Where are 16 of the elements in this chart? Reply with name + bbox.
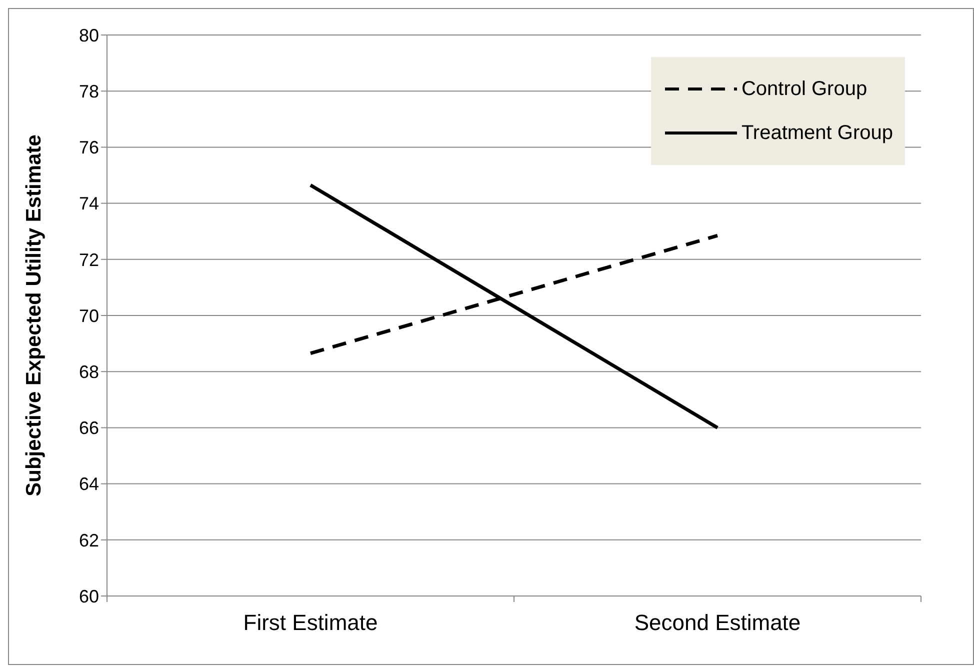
y-tick-label: 68 bbox=[78, 362, 99, 382]
x-tick-label: Second Estimate bbox=[634, 610, 801, 635]
y-tick-label: 70 bbox=[78, 306, 99, 326]
y-tick-label: 76 bbox=[78, 138, 99, 158]
legend-label: Control Group bbox=[741, 78, 868, 100]
y-tick-label: 72 bbox=[78, 250, 99, 270]
y-tick-label: 60 bbox=[78, 586, 99, 606]
y-tick-label: 80 bbox=[78, 25, 99, 46]
y-tick-label: 78 bbox=[78, 81, 99, 102]
y-tick-label: 64 bbox=[78, 474, 99, 494]
y-tick-label: 66 bbox=[78, 418, 99, 438]
y-tick-label: 62 bbox=[78, 530, 99, 550]
y-tick-label: 74 bbox=[78, 194, 99, 214]
x-tick-label: First Estimate bbox=[243, 610, 378, 635]
y-axis-title: Subjective Expected Utility Estimate bbox=[22, 134, 46, 496]
legend-label: Treatment Group bbox=[741, 122, 893, 144]
